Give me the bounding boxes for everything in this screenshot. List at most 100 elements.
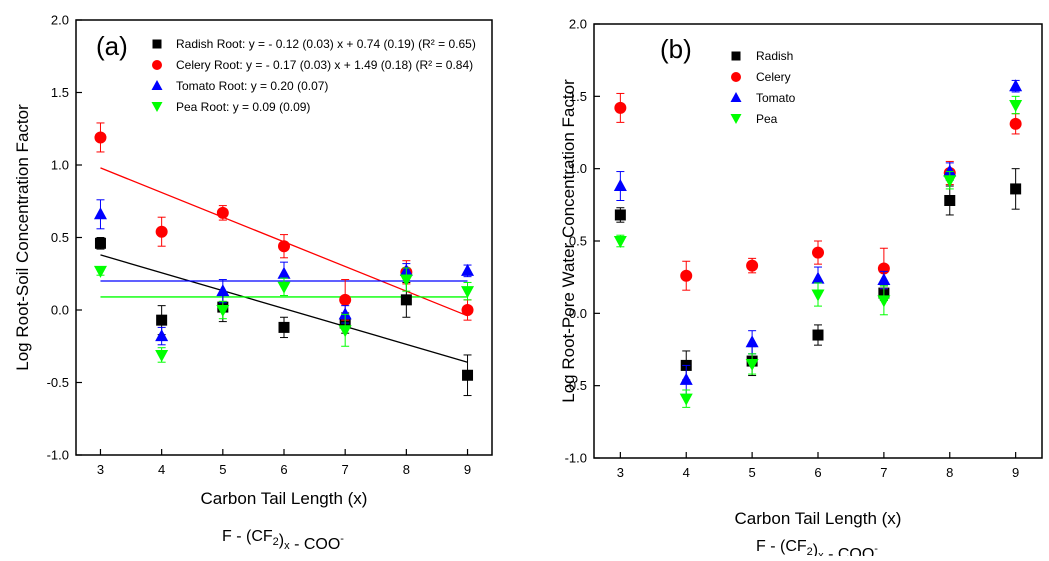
data-point <box>1009 117 1022 130</box>
data-point <box>216 284 230 297</box>
series-square <box>94 237 474 397</box>
fit-line-square <box>100 254 468 363</box>
legend-label: Pea <box>756 112 778 126</box>
x-tick-label: 8 <box>946 465 953 480</box>
legend-label: Radish Root: y = - 0.12 (0.03) x + 0.74 … <box>176 37 476 51</box>
data-point <box>746 259 759 272</box>
data-point <box>614 101 627 114</box>
legend-label: Tomato <box>756 91 796 105</box>
data-point <box>613 179 627 192</box>
legend-marker <box>730 92 742 102</box>
data-point <box>155 349 169 362</box>
data-point <box>943 175 957 188</box>
data-point <box>461 263 475 276</box>
x-axis-title: Carbon Tail Length (x) <box>735 509 902 528</box>
data-point <box>461 286 475 299</box>
legend-label: Pea Root: y = 0.09 (0.09) <box>176 100 310 114</box>
legend-label: Tomato Root: y = 0.20 (0.07) <box>176 79 328 93</box>
data-point <box>461 304 474 316</box>
data-point <box>94 131 107 144</box>
data-point <box>943 164 957 177</box>
x-tick-label: 5 <box>219 462 226 477</box>
legend-label: Celery <box>756 70 791 84</box>
data-point <box>462 369 474 381</box>
y-tick-label: 2.0 <box>569 17 587 32</box>
y-tick-label: -0.5 <box>565 378 587 393</box>
data-point <box>680 269 693 282</box>
data-point <box>944 194 956 206</box>
x-tick-label: 6 <box>280 462 287 477</box>
legend-marker <box>731 51 741 61</box>
series-triangle-down <box>613 95 1023 408</box>
y-tick-label: 0.5 <box>51 230 69 245</box>
data-point <box>216 206 229 219</box>
x-tick-label: 7 <box>342 462 349 477</box>
formula-label: F - (CF2)x - COO- <box>222 528 344 553</box>
data-point <box>94 237 106 249</box>
legend-label: Radish <box>756 49 793 63</box>
data-point <box>156 314 168 326</box>
data-point <box>155 225 168 238</box>
data-point <box>812 246 824 259</box>
series-triangle-down <box>93 265 475 363</box>
y-tick-label: 0.0 <box>569 306 587 321</box>
y-tick-label: -1.0 <box>565 451 587 466</box>
data-point <box>679 372 693 385</box>
y-axis-title: Log Root-Soil Concentration Factor <box>13 104 32 371</box>
data-point <box>613 236 627 248</box>
legend-marker <box>731 72 741 82</box>
data-point <box>278 240 290 253</box>
chart-panel-a: 3 4 5 6 7 8 9 -1.0 -0.5 0.0 0.5 1.0 1.5 2.0 Carbon Tai… <box>13 13 493 553</box>
data-point <box>339 293 352 306</box>
formula-label: F - (CF2)x - COO- <box>756 538 878 556</box>
legend-marker <box>151 102 163 112</box>
legend-marker <box>152 60 162 70</box>
y-tick-label: 1.0 <box>569 161 587 176</box>
data-point <box>614 209 626 221</box>
data-point <box>216 305 230 317</box>
data-point <box>1009 79 1023 92</box>
x-tick-label: 9 <box>464 462 471 477</box>
x-tick-label: 9 <box>1012 465 1019 480</box>
y-tick-label: -1.0 <box>47 448 69 463</box>
panel-label: (a) <box>96 31 128 61</box>
series-circle <box>614 92 1022 291</box>
data-point <box>277 266 291 279</box>
x-axis-title: Carbon Tail Length (x) <box>201 489 368 508</box>
x-tick-label: 6 <box>814 465 821 480</box>
y-tick-label: 1.5 <box>569 89 587 104</box>
x-tick-label: 3 <box>97 462 104 477</box>
data-point <box>812 329 824 341</box>
legend-marker <box>152 39 162 49</box>
data-point <box>679 393 693 406</box>
legend-label: Celery Root: y = - 0.17 (0.03) x + 1.49 … <box>176 58 473 72</box>
y-tick-label: 0.0 <box>51 303 69 318</box>
legend-marker <box>151 80 163 90</box>
legend-marker <box>730 114 742 124</box>
y-tick-label: 2.0 <box>51 13 69 28</box>
legend: Radish Celery Tomato Pea <box>730 49 796 126</box>
x-tick-label: 3 <box>617 465 624 480</box>
data-point <box>278 321 290 333</box>
x-tick-label: 5 <box>749 465 756 480</box>
data-point <box>399 274 413 287</box>
chart-panel-b: 3 4 5 6 7 8 9 -1.0 -0.5 0.0 0.5 1.0 1.5 2.0 Carbon Tai… <box>559 17 1043 561</box>
y-tick-label: 0.5 <box>569 234 587 249</box>
data-point <box>877 273 891 286</box>
x-tick-label: 4 <box>158 462 165 477</box>
series-triangle-up <box>613 79 1023 395</box>
y-tick-label: 1.0 <box>51 158 69 173</box>
data-point <box>93 207 107 220</box>
x-tick-label: 8 <box>403 462 410 477</box>
x-tick-label: 7 <box>880 465 887 480</box>
data-point <box>745 358 759 371</box>
data-point <box>811 271 825 284</box>
y-tick-label: 1.5 <box>51 85 69 100</box>
data-point <box>1010 183 1022 195</box>
panel-label: (b) <box>660 34 692 64</box>
data-point <box>155 329 169 342</box>
data-point <box>745 335 759 348</box>
data-point <box>400 294 412 306</box>
